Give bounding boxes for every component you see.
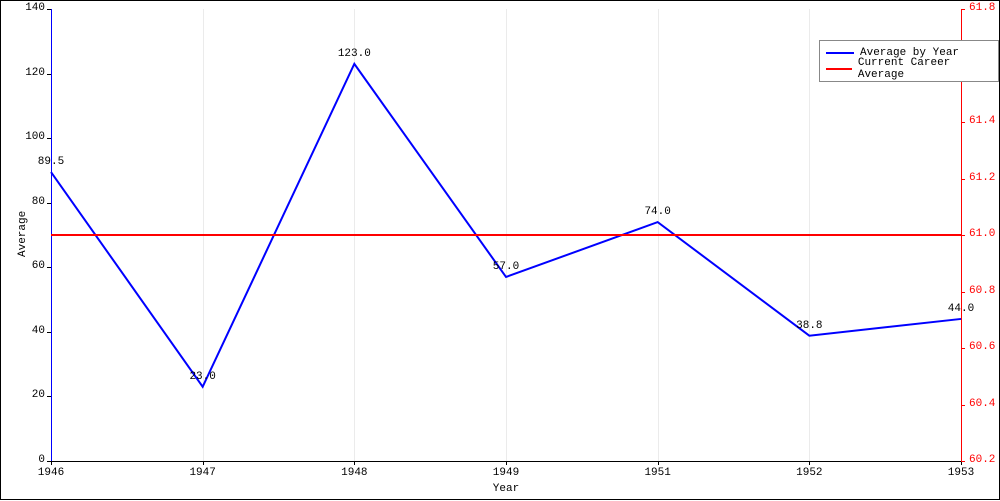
x-tick-label: 1947 [189,467,215,479]
y-left-axis-title: Average [17,211,29,257]
y-left-tick-label: 0 [21,454,45,466]
y-right-tick-label: 60.8 [969,285,995,297]
x-axis-line [51,461,961,462]
data-point-label: 23.0 [189,371,215,383]
x-tick-label: 1953 [948,467,974,479]
y-left-tick-label: 60 [21,260,45,272]
y-left-tick-mark [47,396,51,397]
y-right-tick-mark [961,235,965,236]
y-left-tick-label: 20 [21,389,45,401]
y-right-tick-label: 60.4 [969,398,995,410]
y-left-tick-mark [47,74,51,75]
grid-line-vertical [203,9,204,461]
x-tick-label: 1949 [493,467,519,479]
y-right-tick-mark [961,461,965,462]
x-tick-label: 1948 [341,467,367,479]
legend-swatch [826,68,852,70]
y-right-tick-label: 61.4 [969,115,995,127]
y-right-tick-mark [961,9,965,10]
y-left-tick-mark [47,138,51,139]
y-left-tick-mark [47,203,51,204]
x-tick-label: 1951 [644,467,670,479]
y-right-tick-mark [961,292,965,293]
y-right-tick-mark [961,122,965,123]
y-left-tick-label: 120 [21,67,45,79]
y-left-tick-label: 80 [21,196,45,208]
legend-swatch [826,52,854,54]
y-left-axis-line [51,9,52,461]
grid-line-vertical [809,9,810,461]
y-right-tick-label: 60.2 [969,454,995,466]
x-axis-title: Year [493,483,519,495]
y-right-tick-label: 60.6 [969,341,995,353]
legend-label: Current Career Average [858,57,992,81]
y-left-tick-mark [47,9,51,10]
y-left-tick-label: 140 [21,2,45,14]
data-point-label: 38.8 [796,320,822,332]
x-tick-label: 1952 [796,467,822,479]
grid-line-vertical [354,9,355,461]
grid-line-vertical [506,9,507,461]
data-point-label: 89.5 [38,156,64,168]
data-point-label: 123.0 [338,48,371,60]
y-right-tick-label: 61.0 [969,228,995,240]
y-left-tick-mark [47,267,51,268]
chart-legend: Average by YearCurrent Career Average [819,40,999,82]
dual-axis-line-chart: 1946 1947 1948 1949 1951 1952 1953 0 20 40 60 80 100… [0,0,1000,500]
data-point-label: 57.0 [493,261,519,273]
y-right-tick-mark [961,405,965,406]
y-left-tick-label: 100 [21,131,45,143]
data-point-label: 74.0 [644,206,670,218]
data-point-label: 44.0 [948,303,974,315]
y-right-tick-mark [961,179,965,180]
y-right-tick-mark [961,348,965,349]
y-left-tick-label: 40 [21,325,45,337]
y-right-tick-label: 61.2 [969,172,995,184]
grid-line-vertical [658,9,659,461]
legend-row: Current Career Average [826,61,992,77]
y-right-tick-label: 61.8 [969,2,995,14]
y-left-tick-mark [47,332,51,333]
x-tick-label: 1946 [38,467,64,479]
